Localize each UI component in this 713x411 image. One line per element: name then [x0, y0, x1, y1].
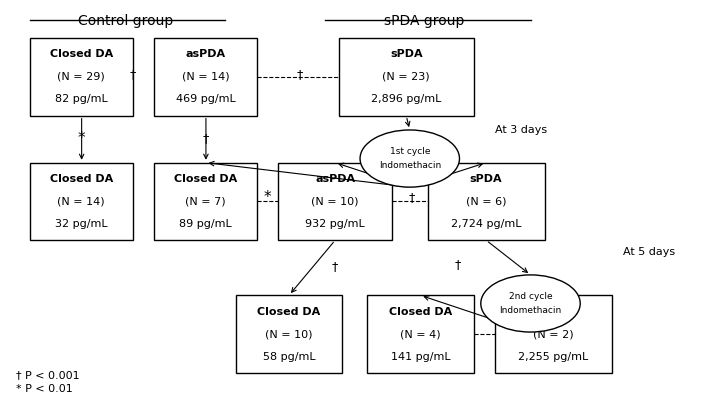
Text: 2nd cycle: 2nd cycle	[508, 292, 553, 301]
Text: *: *	[264, 190, 272, 205]
FancyBboxPatch shape	[278, 163, 392, 240]
Text: 82 pg/mL: 82 pg/mL	[55, 95, 108, 104]
FancyBboxPatch shape	[154, 38, 257, 115]
Text: 2,724 pg/mL: 2,724 pg/mL	[451, 219, 521, 229]
Text: Closed DA: Closed DA	[389, 307, 452, 316]
Text: 141 pg/mL: 141 pg/mL	[391, 351, 450, 362]
Text: 32 pg/mL: 32 pg/mL	[55, 219, 108, 229]
FancyBboxPatch shape	[154, 163, 257, 240]
Text: (N = 4): (N = 4)	[400, 329, 441, 339]
Text: (N = 14): (N = 14)	[182, 72, 230, 82]
Text: 1st cycle: 1st cycle	[389, 147, 430, 156]
Text: sPDA: sPDA	[470, 174, 503, 184]
Text: Control group: Control group	[78, 14, 173, 28]
Text: (N = 6): (N = 6)	[466, 196, 506, 206]
FancyBboxPatch shape	[30, 38, 133, 115]
Text: 932 pg/mL: 932 pg/mL	[305, 219, 365, 229]
Text: (N = 23): (N = 23)	[382, 72, 430, 82]
Text: asPDA: asPDA	[315, 174, 355, 184]
Text: Indomethacin: Indomethacin	[499, 306, 562, 315]
Text: Closed DA: Closed DA	[174, 174, 237, 184]
Text: sPDA group: sPDA group	[384, 14, 464, 28]
Text: * P < 0.01: * P < 0.01	[16, 384, 72, 394]
Text: 469 pg/mL: 469 pg/mL	[175, 95, 235, 104]
Text: Indomethacin: Indomethacin	[379, 161, 441, 170]
Text: At 5 days: At 5 days	[623, 247, 675, 257]
Text: 58 pg/mL: 58 pg/mL	[262, 351, 315, 362]
FancyBboxPatch shape	[428, 163, 545, 240]
Ellipse shape	[360, 130, 459, 187]
Text: †: †	[332, 260, 339, 273]
FancyBboxPatch shape	[236, 296, 342, 373]
Text: †: †	[297, 68, 303, 81]
Text: sPDA: sPDA	[538, 307, 570, 316]
Text: *: *	[78, 131, 86, 145]
Text: asPDA: asPDA	[185, 49, 225, 60]
Text: †: †	[130, 68, 136, 81]
Text: (N = 2): (N = 2)	[533, 329, 574, 339]
Text: (N = 14): (N = 14)	[58, 196, 105, 206]
Text: 89 pg/mL: 89 pg/mL	[179, 219, 232, 229]
Text: (N = 10): (N = 10)	[312, 196, 359, 206]
Text: At 3 days: At 3 days	[495, 125, 547, 135]
FancyBboxPatch shape	[495, 296, 612, 373]
FancyBboxPatch shape	[30, 163, 133, 240]
Text: Closed DA: Closed DA	[50, 174, 113, 184]
Text: 2,255 pg/mL: 2,255 pg/mL	[518, 351, 589, 362]
Text: 2,896 pg/mL: 2,896 pg/mL	[371, 95, 441, 104]
FancyBboxPatch shape	[367, 296, 473, 373]
Text: (N = 7): (N = 7)	[185, 196, 226, 206]
Text: †: †	[409, 191, 415, 204]
Text: †: †	[202, 132, 209, 145]
Text: Closed DA: Closed DA	[50, 49, 113, 60]
Ellipse shape	[481, 275, 580, 332]
Text: (N = 29): (N = 29)	[58, 72, 105, 82]
Text: † P < 0.001: † P < 0.001	[16, 370, 79, 380]
FancyBboxPatch shape	[339, 38, 473, 115]
Text: Closed DA: Closed DA	[257, 307, 321, 316]
Text: (N = 10): (N = 10)	[265, 329, 313, 339]
Text: sPDA: sPDA	[390, 49, 423, 60]
Text: †: †	[454, 258, 461, 271]
